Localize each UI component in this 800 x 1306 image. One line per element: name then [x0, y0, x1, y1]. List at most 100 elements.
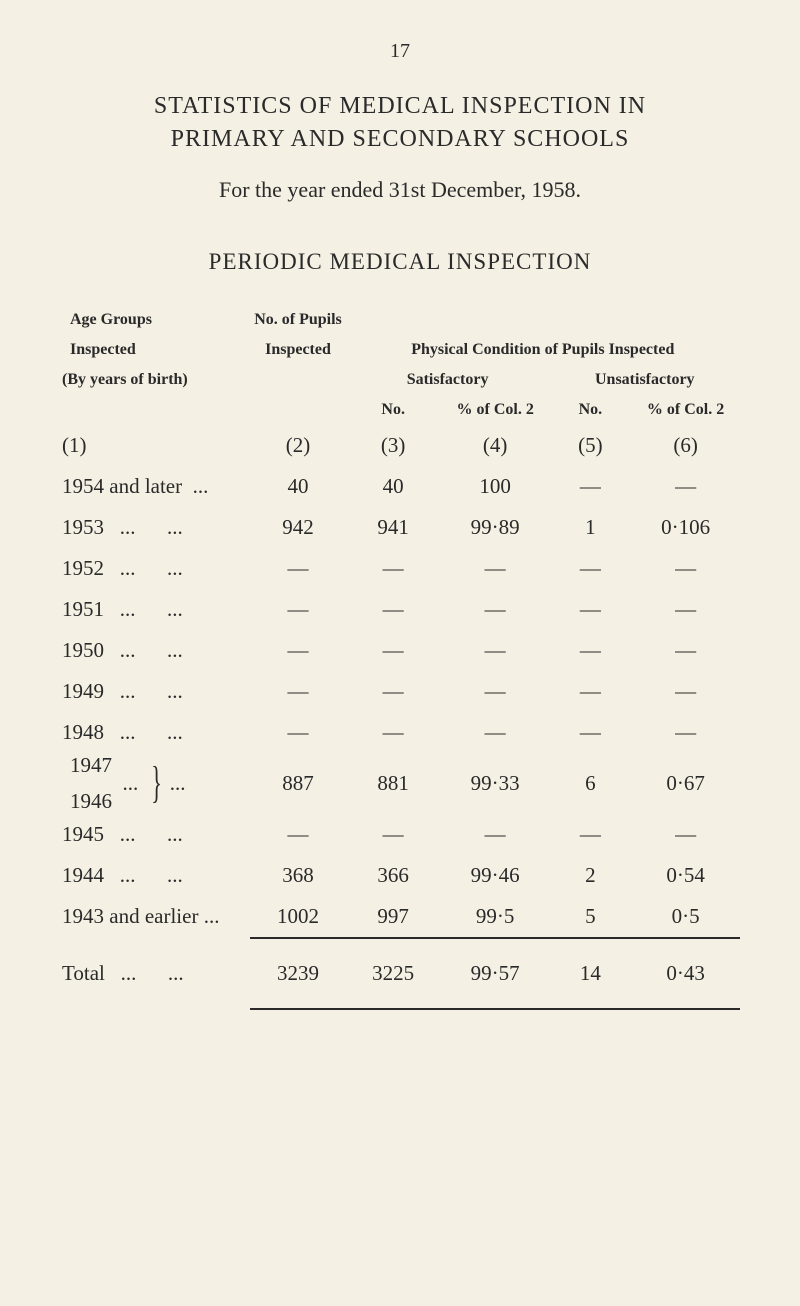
- hdr-inspected2: Inspected: [250, 335, 345, 365]
- page-number: 17: [60, 40, 740, 63]
- table-row: 1945 ... ... — — — — —: [60, 814, 740, 855]
- cell: —: [550, 671, 632, 712]
- hdr-satisfactory: Satisfactory: [346, 365, 550, 395]
- cell: —: [250, 548, 345, 589]
- colnum-5: (5): [550, 425, 632, 466]
- hdr-no-sat: No.: [346, 395, 441, 425]
- row-label: 1953 ... ...: [60, 507, 250, 548]
- colnum-3: (3): [346, 425, 441, 466]
- table-row-braced: 1947 ... ... 1946 } 887 881 99·33 6 0·67: [60, 753, 740, 814]
- table-row: 1954 and later ... 40 40 100 — —: [60, 466, 740, 507]
- cell: 6: [550, 753, 632, 814]
- hdr-pct-unsat: % of Col. 2: [631, 395, 740, 425]
- hdr-inspected: Inspected: [60, 335, 250, 365]
- colnum-1: (1): [60, 425, 250, 466]
- cell: 5: [550, 896, 632, 938]
- cell: —: [346, 814, 441, 855]
- cell: —: [441, 712, 550, 753]
- cell: —: [550, 814, 632, 855]
- cell: —: [441, 589, 550, 630]
- cell: 2: [550, 855, 632, 896]
- hdr-no-pupils: No. of Pupils: [250, 305, 345, 335]
- cell: 99·33: [441, 753, 550, 814]
- cell: —: [441, 814, 550, 855]
- cell: —: [441, 548, 550, 589]
- cell: 1: [550, 507, 632, 548]
- total-cell: 3225: [346, 938, 441, 1009]
- hdr-physical-condition: Physical Condition of Pupils Inspected: [346, 335, 740, 365]
- cell: —: [250, 814, 345, 855]
- cell: —: [550, 630, 632, 671]
- cell: 0·106: [631, 507, 740, 548]
- colnum-6: (6): [631, 425, 740, 466]
- cell: —: [441, 630, 550, 671]
- brace-label-mid: ... ...: [70, 778, 186, 789]
- cell: —: [250, 712, 345, 753]
- table-row: 1952 ... ... — — — — —: [60, 548, 740, 589]
- total-cell: 99·57: [441, 938, 550, 1009]
- cell: 99·46: [441, 855, 550, 896]
- cell: —: [631, 548, 740, 589]
- table-row: 1953 ... ... 942 941 99·89 1 0·106: [60, 507, 740, 548]
- table-row: 1951 ... ... — — — — —: [60, 589, 740, 630]
- cell: 942: [250, 507, 345, 548]
- cell: 40: [346, 466, 441, 507]
- cell: 0·5: [631, 896, 740, 938]
- row-label: 1952 ... ...: [60, 548, 250, 589]
- row-label: 1950 ... ...: [60, 630, 250, 671]
- row-label: 1948 ... ...: [60, 712, 250, 753]
- total-row: Total ... ... 3239 3225 99·57 14 0·43: [60, 938, 740, 1009]
- cell: —: [250, 671, 345, 712]
- cell: 941: [346, 507, 441, 548]
- total-cell: 14: [550, 938, 632, 1009]
- table-row: 1949 ... ... — — — — —: [60, 671, 740, 712]
- cell: —: [250, 589, 345, 630]
- cell: 40: [250, 466, 345, 507]
- cell: 1002: [250, 896, 345, 938]
- subtitle: For the year ended 31st December, 1958.: [60, 177, 740, 203]
- hdr-unsatisfactory: Unsatisfactory: [550, 365, 740, 395]
- cell: 0·54: [631, 855, 740, 896]
- cell: 887: [250, 753, 345, 814]
- cell: 99·5: [441, 896, 550, 938]
- colnum-2: (2): [250, 425, 345, 466]
- cell: —: [346, 712, 441, 753]
- row-label: 1944 ... ...: [60, 855, 250, 896]
- cell: 0·67: [631, 753, 740, 814]
- cell: 366: [346, 855, 441, 896]
- cell: 881: [346, 753, 441, 814]
- table-row: 1948 ... ... — — — — —: [60, 712, 740, 753]
- cell: —: [250, 630, 345, 671]
- cell: —: [346, 630, 441, 671]
- row-label: 1951 ... ...: [60, 589, 250, 630]
- brace-icon: }: [151, 761, 162, 805]
- table-row: 1950 ... ... — — — — —: [60, 630, 740, 671]
- table-row: 1943 and earlier ... 1002 997 99·5 5 0·5: [60, 896, 740, 938]
- cell: —: [631, 814, 740, 855]
- hdr-age-groups: Age Groups: [60, 305, 250, 335]
- cell: 997: [346, 896, 441, 938]
- cell: —: [631, 589, 740, 630]
- cell: —: [550, 548, 632, 589]
- cell: —: [550, 589, 632, 630]
- cell: —: [631, 630, 740, 671]
- cell: —: [631, 712, 740, 753]
- row-label: 1945 ... ...: [60, 814, 250, 855]
- cell: —: [441, 671, 550, 712]
- hdr-by-years: (By years of birth): [60, 365, 250, 395]
- cell: —: [631, 466, 740, 507]
- cell: 368: [250, 855, 345, 896]
- title-line-1: STATISTICS OF MEDICAL INSPECTION IN: [60, 93, 740, 120]
- row-label: 1949 ... ...: [60, 671, 250, 712]
- cell: —: [346, 589, 441, 630]
- colnum-4: (4): [441, 425, 550, 466]
- inspection-table: Age Groups No. of Pupils Inspected Inspe…: [60, 305, 740, 1010]
- cell: 100: [441, 466, 550, 507]
- row-label: 1954 and later ...: [60, 466, 250, 507]
- hdr-pct-sat: % of Col. 2: [441, 395, 550, 425]
- table-row: 1944 ... ... 368 366 99·46 2 0·54: [60, 855, 740, 896]
- total-cell: 3239: [250, 938, 345, 1009]
- cell: —: [550, 712, 632, 753]
- hdr-no-unsat: No.: [550, 395, 632, 425]
- title-line-2: PRIMARY AND SECONDARY SCHOOLS: [60, 126, 740, 153]
